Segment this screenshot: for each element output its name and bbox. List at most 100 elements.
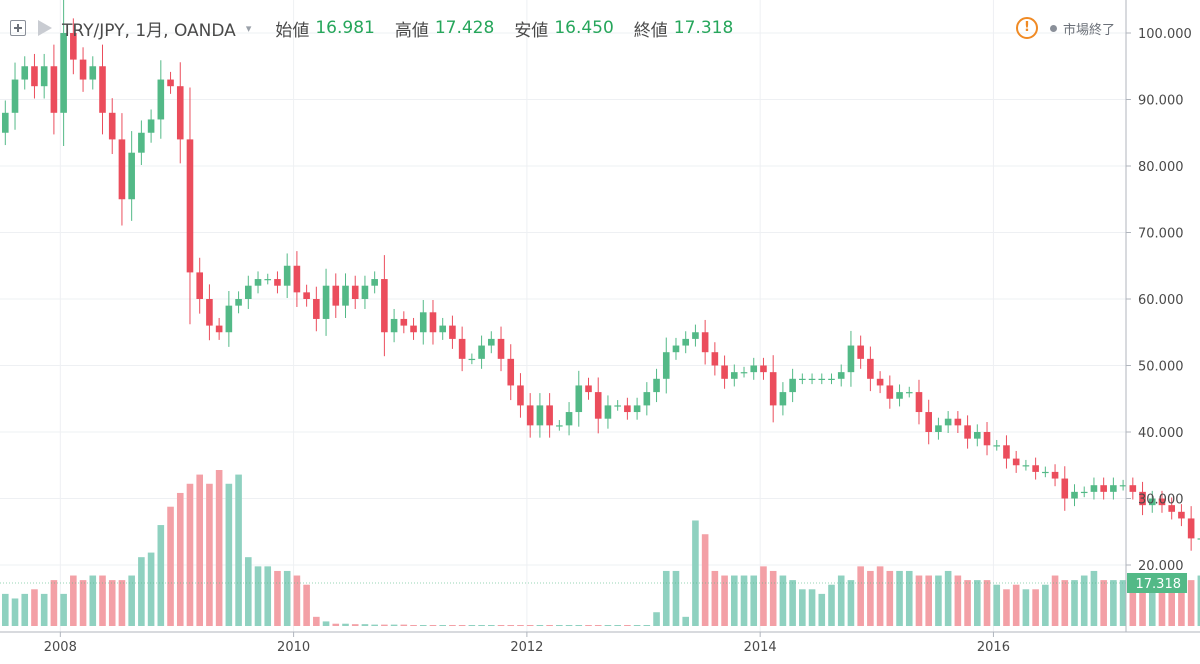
candle bbox=[79, 47, 87, 92]
candle bbox=[925, 399, 932, 445]
candle-body bbox=[1051, 471, 1059, 479]
volume-bar bbox=[857, 566, 864, 626]
volume-bar bbox=[225, 483, 233, 626]
candle-body bbox=[701, 332, 709, 353]
volume-bar bbox=[692, 520, 699, 626]
candle-body bbox=[293, 265, 301, 293]
candle bbox=[264, 273, 272, 285]
candle-body bbox=[769, 372, 777, 406]
candle-body bbox=[536, 405, 544, 426]
alert-icon[interactable]: ! bbox=[1016, 17, 1038, 39]
candle-body bbox=[1032, 465, 1039, 472]
candle-body bbox=[760, 365, 767, 373]
expand-icon[interactable] bbox=[10, 20, 26, 36]
volume-bar bbox=[371, 624, 378, 626]
volume-bar bbox=[1178, 580, 1185, 626]
volume-bar bbox=[1197, 575, 1200, 626]
candle bbox=[1197, 538, 1200, 540]
volume-bar bbox=[118, 580, 126, 626]
candle-body bbox=[974, 432, 981, 439]
volume-bar bbox=[167, 506, 174, 626]
volume-bar bbox=[653, 612, 660, 626]
y-tick-label: 60.000 bbox=[1138, 293, 1184, 308]
volume-bar bbox=[799, 589, 806, 626]
candle bbox=[235, 291, 242, 314]
candle bbox=[1042, 466, 1049, 478]
candle bbox=[799, 373, 806, 385]
candle bbox=[818, 373, 826, 385]
candle-body bbox=[1197, 538, 1200, 540]
candle bbox=[993, 439, 1001, 451]
volume-bar bbox=[1090, 570, 1098, 626]
low-value: 16.450 bbox=[554, 18, 614, 38]
candle-body bbox=[449, 325, 456, 339]
candle-body bbox=[468, 358, 476, 361]
candle bbox=[167, 71, 174, 94]
volume-bar bbox=[322, 621, 330, 626]
volume-bar bbox=[740, 575, 748, 626]
candle-body bbox=[867, 358, 874, 379]
candle bbox=[468, 353, 476, 365]
candle bbox=[283, 253, 291, 299]
candle bbox=[808, 373, 816, 385]
candle bbox=[1158, 490, 1166, 513]
candle-body bbox=[1022, 465, 1030, 467]
candle bbox=[944, 411, 952, 433]
volume-bar bbox=[1187, 580, 1195, 626]
volume-bar bbox=[1148, 580, 1156, 626]
candle bbox=[351, 275, 359, 309]
candle-body bbox=[1100, 485, 1107, 492]
candle bbox=[721, 355, 728, 389]
volume-bar bbox=[701, 534, 709, 626]
candle-body bbox=[721, 365, 728, 379]
candle bbox=[633, 397, 641, 420]
candle-body bbox=[478, 345, 485, 359]
candle bbox=[750, 357, 758, 380]
volume-bar bbox=[760, 566, 767, 626]
candle-body bbox=[79, 59, 87, 80]
candle bbox=[789, 368, 796, 403]
candle-body bbox=[225, 305, 233, 333]
candle bbox=[867, 346, 874, 392]
candle bbox=[147, 109, 155, 143]
volume-bar bbox=[390, 624, 398, 626]
volume-bar bbox=[274, 570, 281, 626]
candle bbox=[410, 317, 417, 340]
candle bbox=[546, 393, 553, 438]
volume-bar bbox=[215, 470, 223, 626]
candle-body bbox=[322, 285, 330, 319]
volume-bar bbox=[682, 616, 689, 626]
volume-bar bbox=[1080, 575, 1088, 626]
candle-body bbox=[1129, 485, 1137, 492]
volume-bar bbox=[50, 580, 58, 626]
volume-bar bbox=[867, 570, 874, 626]
candle bbox=[575, 370, 583, 427]
candle-body bbox=[138, 132, 145, 153]
volume-bar bbox=[643, 625, 651, 626]
volume-bar bbox=[449, 625, 456, 626]
volume-bar bbox=[624, 625, 631, 626]
volume-bar bbox=[789, 580, 796, 626]
flag-icon[interactable] bbox=[38, 20, 52, 36]
volume-bar bbox=[526, 625, 534, 626]
volume-bar bbox=[1061, 580, 1069, 626]
candle bbox=[711, 342, 719, 376]
candle-body bbox=[886, 385, 894, 399]
volume-bar bbox=[31, 589, 38, 626]
volume-bar bbox=[896, 570, 903, 626]
status-dot-icon bbox=[1050, 24, 1057, 32]
volume-bar bbox=[293, 575, 301, 626]
candle-body bbox=[604, 405, 612, 419]
symbol-title[interactable]: TRY/JPY, 1月, OANDA bbox=[62, 20, 236, 41]
candle-body bbox=[196, 272, 203, 299]
candle bbox=[896, 384, 903, 407]
candle bbox=[488, 331, 495, 354]
open-label: 始値 bbox=[275, 20, 310, 41]
candle bbox=[692, 324, 699, 347]
volume-bar bbox=[497, 625, 505, 626]
candle-body bbox=[497, 338, 505, 359]
candle-body bbox=[429, 312, 437, 333]
candle-body bbox=[70, 33, 77, 60]
chevron-down-icon[interactable]: ▾ bbox=[245, 21, 252, 35]
